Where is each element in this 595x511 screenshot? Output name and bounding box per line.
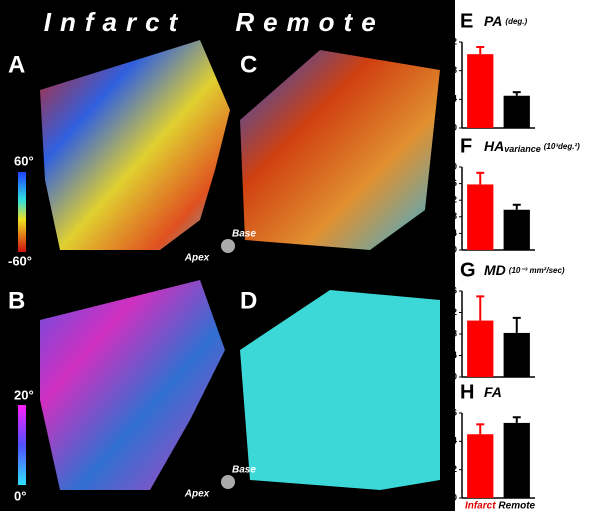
chart-title: MD (10⁻³ mm²/sec): [484, 262, 565, 278]
y-tick-label: 0.4: [444, 436, 457, 446]
fiber-map: [40, 40, 230, 250]
orientation-label: Base: [232, 229, 256, 240]
orientation-label: Apex: [184, 489, 210, 500]
y-tick-label: 0: [452, 122, 457, 132]
y-tick-label: 2.0: [444, 161, 457, 171]
y-tick-label: 1.2: [444, 307, 457, 317]
y-tick-label: 0.2: [444, 464, 457, 474]
title-unit: (10⁻³ mm²/sec): [509, 266, 565, 275]
bar: [467, 184, 494, 250]
column-title: Infarct: [44, 7, 186, 37]
bar: [503, 209, 530, 250]
title-main: FA: [484, 384, 502, 400]
chart-title: HAvariance (10³deg.²): [484, 138, 580, 155]
y-tick-label: 0: [452, 492, 457, 502]
orientation-sphere: [221, 475, 235, 489]
orientation-label: Apex: [184, 253, 210, 264]
title-subscript: variance: [504, 144, 541, 154]
y-tick-label: 4: [452, 94, 457, 104]
panel-letter: D: [240, 287, 257, 314]
panel-letter: B: [8, 287, 25, 314]
fiber-map: [240, 290, 440, 490]
panel-letter: F: [460, 135, 472, 157]
fiber-map: [40, 280, 225, 490]
bar: [503, 95, 530, 128]
y-tick-label: 0: [452, 371, 457, 381]
orientation-sphere: [221, 239, 235, 253]
fiber-map: [240, 50, 440, 250]
colorbar-label: 0°: [14, 488, 26, 503]
column-title: Remote: [235, 7, 384, 37]
colorbar: [18, 405, 26, 485]
y-tick-label: 1.6: [444, 285, 457, 295]
chart-title: PA (deg.): [484, 13, 528, 29]
title-main: MD: [484, 262, 506, 278]
y-tick-label: 1.2: [444, 195, 457, 205]
bar: [467, 320, 494, 377]
bar: [503, 332, 530, 377]
colorbar-label: 60°: [14, 153, 34, 168]
y-tick-label: 0.8: [444, 328, 457, 338]
colorbar: [18, 172, 26, 252]
title-unit: (deg.): [505, 17, 527, 26]
colorbar-label: 20°: [14, 387, 34, 402]
x-tick-label: Remote: [498, 501, 535, 511]
panel-letter: G: [460, 259, 476, 281]
panel-letter: A: [8, 51, 25, 78]
title-main: HA: [484, 138, 504, 154]
bar: [467, 434, 494, 498]
y-tick-label: 0.6: [444, 407, 457, 417]
y-tick-label: 0: [452, 244, 457, 254]
bar: [503, 422, 530, 498]
y-tick-label: 0.4: [444, 228, 457, 238]
y-tick-label: 12: [447, 36, 457, 46]
chart-title: FA: [484, 384, 502, 400]
panel-letter: H: [460, 381, 474, 403]
y-tick-label: 0.4: [444, 350, 457, 360]
orientation-label: Base: [232, 465, 256, 476]
title-unit: (10³deg.²): [544, 142, 580, 151]
panel-letter: C: [240, 51, 257, 78]
y-tick-label: 8: [452, 65, 457, 75]
title-main: PA: [484, 13, 502, 29]
panel-letter: E: [460, 10, 473, 32]
y-tick-label: 1.6: [444, 178, 457, 188]
y-tick-label: 0.8: [444, 211, 457, 221]
colorbar-label: -60°: [8, 253, 32, 268]
x-tick-label: Infarct: [465, 501, 496, 511]
bar: [467, 54, 494, 128]
